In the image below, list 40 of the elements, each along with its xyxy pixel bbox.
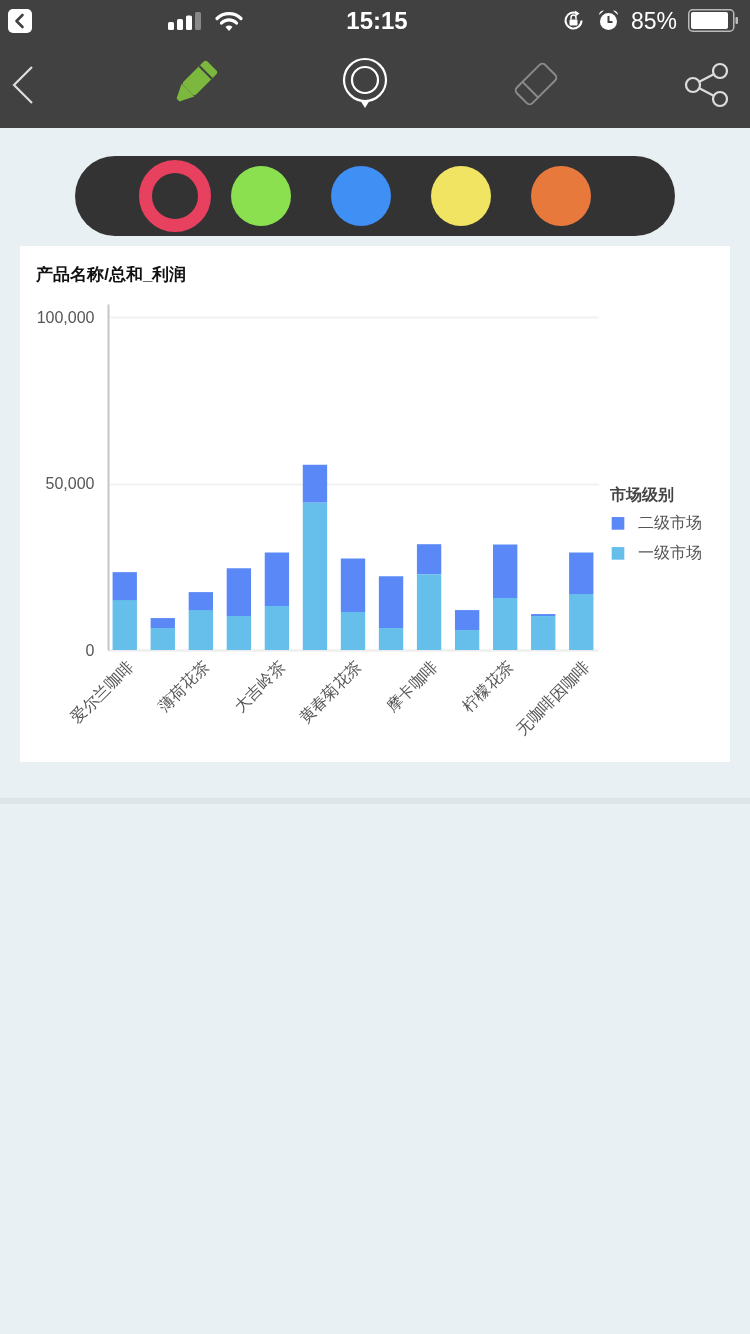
bar xyxy=(454,610,480,631)
x-tick-label: 摩卡咖啡 xyxy=(383,657,441,716)
legend-label: 一级市场 xyxy=(638,544,702,562)
x-tick-label: 薄荷花茶 xyxy=(154,657,213,716)
bar xyxy=(531,616,556,650)
bar xyxy=(569,594,594,650)
bar xyxy=(112,600,137,650)
bar xyxy=(569,552,594,595)
bar xyxy=(493,544,518,599)
legend-title: 市场级别 xyxy=(609,486,674,504)
bar xyxy=(493,598,518,650)
bar xyxy=(150,618,175,629)
bar xyxy=(188,592,213,611)
x-tick-label: 大吉岭茶 xyxy=(230,657,289,716)
text: 85% xyxy=(631,8,678,35)
bar xyxy=(264,606,290,650)
bar xyxy=(531,614,556,617)
x-tick-label: 爱尔兰咖啡 xyxy=(67,657,137,727)
bar xyxy=(226,568,252,617)
legend-label: 二级市场 xyxy=(638,514,702,532)
bar xyxy=(416,544,442,575)
bar xyxy=(378,576,404,629)
bar xyxy=(378,628,404,650)
bar xyxy=(454,630,480,650)
y-tick-label: 0 xyxy=(85,641,95,659)
x-tick-label: 黄春菊花茶 xyxy=(295,657,365,727)
bar xyxy=(150,628,175,650)
bar xyxy=(226,616,252,650)
bar xyxy=(112,572,137,601)
bar xyxy=(340,558,366,613)
bar xyxy=(340,612,366,650)
bar xyxy=(302,464,328,503)
bar xyxy=(302,502,328,650)
text: 15:15 xyxy=(345,7,409,35)
chart-title: 产品名称/总和_利润 xyxy=(35,265,187,284)
bar xyxy=(264,552,290,607)
y-tick-label: 100,000 xyxy=(36,308,95,326)
bar xyxy=(416,574,442,650)
bar xyxy=(188,610,213,650)
y-tick-label: 50,000 xyxy=(45,475,95,493)
